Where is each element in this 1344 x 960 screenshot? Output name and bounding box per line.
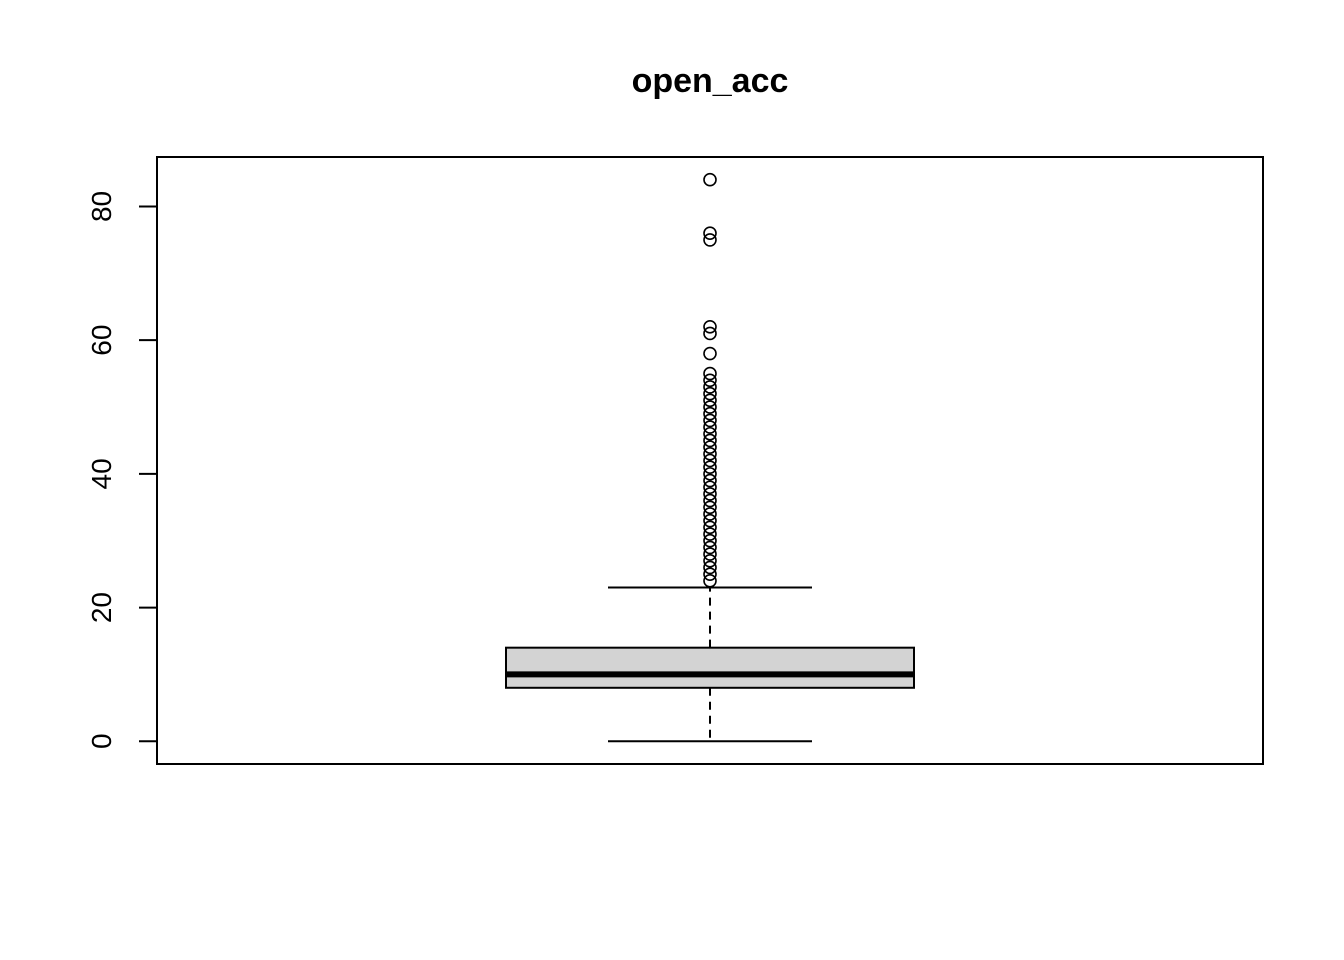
outlier-point <box>703 453 717 468</box>
outlier-point <box>703 527 717 541</box>
outlier-point <box>703 366 717 381</box>
y-tick-label: 60 <box>86 325 117 356</box>
plot-area <box>505 172 915 743</box>
outlier-point <box>703 346 717 361</box>
outlier-point <box>703 513 717 528</box>
outlier-point <box>703 473 717 488</box>
outlier-point <box>703 553 717 568</box>
outlier-point <box>703 547 717 561</box>
outlier-point <box>703 226 717 241</box>
outlier-point <box>703 447 717 461</box>
outlier-point <box>703 400 717 414</box>
interquartile-box <box>505 646 915 689</box>
outlier-point <box>703 560 717 575</box>
outlier-point <box>703 433 717 448</box>
outlier-point <box>703 487 717 501</box>
y-axis: 0 20 40 60 80 <box>86 191 158 749</box>
outlier-point <box>703 406 717 421</box>
outlier-point <box>703 386 717 401</box>
outlier-point <box>703 172 717 187</box>
outlier-point <box>703 393 717 408</box>
outlier-point <box>703 507 717 521</box>
outlier-point <box>703 233 717 247</box>
chart-title: open_acc <box>632 62 789 100</box>
outlier-point <box>703 533 717 548</box>
outlier-point <box>703 420 717 434</box>
outlier-point <box>703 319 717 334</box>
outlier-point <box>703 493 717 508</box>
y-tick-label: 0 <box>86 733 117 749</box>
outlier-point <box>703 480 717 495</box>
y-tick-label: 80 <box>86 191 117 222</box>
outlier-point <box>703 460 717 474</box>
outlier-point <box>703 467 717 481</box>
outlier-point <box>703 520 717 535</box>
outlier-point <box>703 574 717 588</box>
outlier-point <box>703 380 717 394</box>
y-tick-label: 40 <box>86 458 117 489</box>
outlier-point <box>703 440 717 454</box>
outlier-point <box>703 326 717 341</box>
outlier-point <box>703 500 717 515</box>
outlier-point <box>703 413 717 428</box>
outlier-point <box>703 373 717 388</box>
outlier-point <box>703 540 717 555</box>
outlier-point <box>703 426 717 441</box>
outlier-point <box>703 567 717 581</box>
y-tick-label: 20 <box>86 592 117 623</box>
